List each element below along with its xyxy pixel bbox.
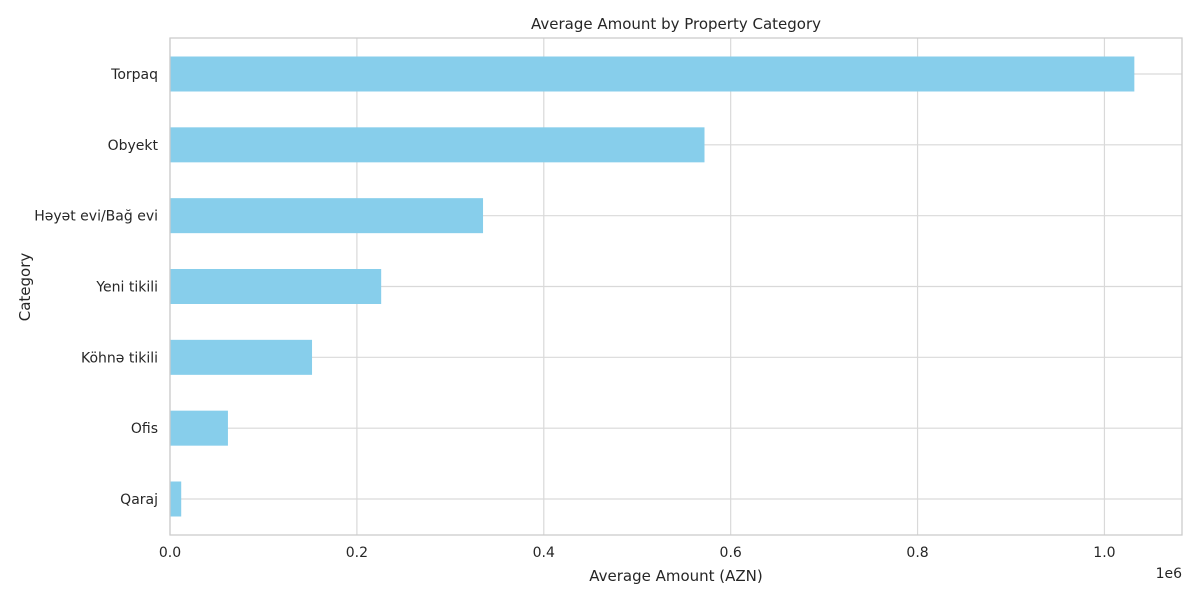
y-tick-labels: Torpaq Obyekt Həyət evi/Bağ evi Yeni tikili…: [34, 67, 158, 508]
bar: [170, 339, 313, 375]
x-tick-label: 0.2: [346, 545, 368, 561]
bars: [170, 56, 1135, 517]
grid: [169, 38, 1182, 535]
y-tick-label: Yeni tikili: [95, 280, 158, 296]
plot-frame: [169, 37, 1183, 536]
x-axis-label: Average Amount (AZN): [589, 567, 763, 585]
bar: [170, 410, 228, 446]
x-tick-label: 0.6: [720, 545, 742, 561]
y-tick-label: Ofis: [131, 421, 158, 437]
y-tick-label: Torpaq: [110, 67, 158, 83]
x-tick-label: 1.0: [1093, 545, 1115, 561]
y-tick-label: Köhnə tikili: [81, 350, 158, 366]
x-tick-label: 0.0: [159, 545, 181, 561]
chart-title: Average Amount by Property Category: [531, 15, 821, 33]
y-tick-label: Qaraj: [120, 492, 158, 508]
x-axis-offset-label: 1e6: [1156, 566, 1183, 582]
y-tick-label: Həyət evi/Bağ evi: [34, 209, 158, 225]
x-tick-labels: 0.0 0.2 0.4 0.6 0.8 1.0: [159, 545, 1116, 561]
y-axis-label: Category: [16, 253, 34, 322]
bar: [170, 56, 1135, 92]
bar: [170, 269, 382, 304]
x-tick-label: 0.8: [906, 545, 928, 561]
x-tick-label: 0.4: [533, 545, 555, 561]
bar: [170, 127, 705, 163]
y-tick-label: Obyekt: [108, 138, 159, 154]
bar: [170, 198, 484, 234]
bar: [170, 481, 182, 517]
